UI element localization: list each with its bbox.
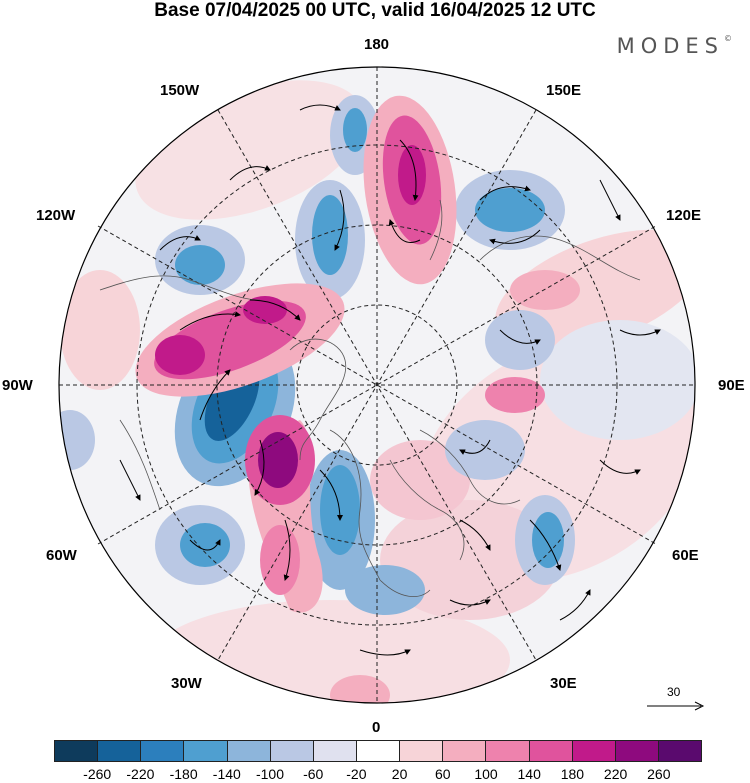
lon-label-150e: 150E: [546, 82, 582, 99]
colorbar-swatch: [572, 741, 616, 761]
colorbar-tick-label: 260: [647, 766, 671, 782]
map-boundary: [58, 66, 696, 704]
brand-name: MODES: [616, 34, 724, 58]
colorbar-tick-label: -220: [126, 766, 155, 782]
colorbar-swatch: [486, 741, 530, 761]
colorbar-tick-label: -180: [169, 766, 198, 782]
colorbar-tick-label: -100: [255, 766, 285, 782]
colorbar-tick-label: 100: [474, 766, 498, 782]
map-title: Base 07/04/2025 00 UTC, valid 16/04/2025…: [154, 0, 596, 21]
colorbar-swatch: [184, 741, 228, 761]
colorbar-ticks: -260 -220 -180 -140 -100 -60 -20 20 60 100 140 180 2…: [54, 766, 702, 782]
colorbar-swatch: [400, 741, 444, 761]
wind-vectors: [119, 104, 661, 656]
anomaly-field: [59, 67, 695, 703]
lon-label-120w: 120W: [36, 207, 76, 224]
colorbar-tick-label: -20: [346, 766, 367, 782]
lon-label-120e: 120E: [666, 207, 702, 224]
colorbar-swatch: [313, 741, 357, 761]
lon-label-0: 0: [372, 719, 381, 736]
colorbar-swatch: [98, 741, 142, 761]
colorbar-swatch: [356, 741, 401, 761]
colorbar-swatch: [270, 741, 314, 761]
colorbar-swatch: [615, 741, 659, 761]
lon-label-150w: 150W: [160, 82, 200, 99]
colorbar-tick-label: -140: [212, 766, 241, 782]
coastlines: [99, 199, 641, 597]
vector-scale-label: 30: [667, 685, 681, 699]
colorbar-swatch: [443, 741, 487, 761]
colorbar-swatch: [658, 741, 702, 761]
lon-label-60e: 60E: [672, 547, 699, 564]
colorbar-tick-label: 20: [391, 766, 408, 782]
colorbar-tick-label: 180: [560, 766, 585, 782]
colorbar-tick-label: -60: [303, 766, 324, 782]
colorbar-swatch: [227, 741, 271, 761]
colorbar-swatch: [141, 741, 185, 761]
colorbar-tick-label: 220: [603, 766, 628, 782]
modes-logo: MODES©: [617, 34, 732, 58]
vector-scale-arrow: [647, 701, 705, 711]
colorbar-tick-label: 60: [435, 766, 451, 782]
graticule: [59, 67, 695, 703]
colorbar-swatch: [55, 741, 99, 761]
colorbar-tick-label: 140: [517, 766, 541, 782]
lon-label-180: 180: [364, 36, 390, 53]
colorbar-tick-label: -260: [83, 766, 112, 782]
lon-label-30e: 30E: [550, 675, 577, 692]
lon-label-60w: 60W: [46, 547, 77, 564]
colorbar: [54, 740, 702, 762]
brand-copyright-mark: ©: [724, 34, 732, 43]
lon-label-30w: 30W: [171, 675, 202, 692]
lon-label-90w: 90W: [2, 377, 33, 394]
colorbar-swatch: [529, 741, 573, 761]
lon-label-90e: 90E: [718, 377, 745, 394]
